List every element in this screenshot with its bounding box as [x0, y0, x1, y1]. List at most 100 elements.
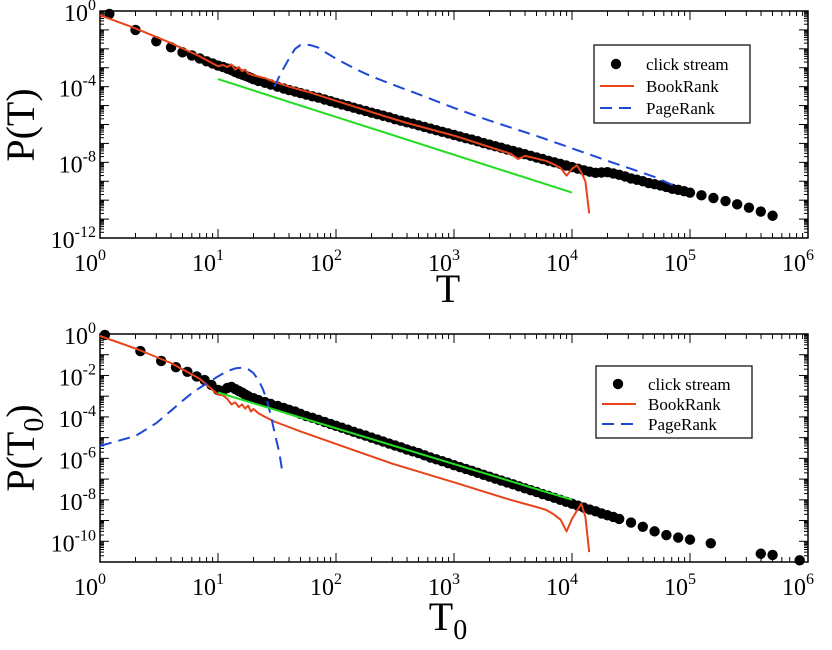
- data-point-click-stream: [625, 517, 637, 528]
- x-tick-label: 105: [664, 247, 696, 277]
- y-tick-label-exp: -12: [75, 224, 96, 241]
- data-point-click-stream: [661, 529, 672, 541]
- y-tick-label-exp: 0: [88, 0, 96, 14]
- y-axis-label: P(T0): [0, 404, 50, 491]
- y-tick-label-base: 10: [51, 531, 75, 557]
- y-tick-label-base: 10: [59, 152, 83, 178]
- legend-label: click stream: [648, 375, 731, 394]
- x-tick-label: 100: [74, 571, 106, 601]
- y-tick-label: 10-8: [59, 148, 96, 178]
- y-tick-label-exp: -8: [83, 148, 96, 165]
- data-point-click-stream: [755, 548, 766, 559]
- data-point-click-stream: [637, 521, 649, 532]
- x-tick-label-exp: 0: [98, 571, 106, 588]
- data-point-click-stream: [767, 549, 778, 561]
- y-tick-label: 10-4: [59, 73, 96, 103]
- x-tick-label-exp: 4: [570, 571, 578, 588]
- x-axis-label: T0: [429, 594, 467, 646]
- x-tick-label-exp: 6: [806, 247, 814, 264]
- data-point-click-stream: [767, 210, 778, 221]
- x-tick-label-exp: 1: [216, 571, 224, 588]
- data-point-click-stream: [794, 555, 805, 566]
- x-tick-label: 104: [546, 571, 578, 601]
- y-tick-label: 10-4: [59, 403, 96, 433]
- legend-label: PageRank: [646, 99, 715, 118]
- y-tick-label-base: 10: [59, 77, 83, 103]
- data-point-click-stream: [696, 190, 707, 201]
- x-tick-label-base: 10: [74, 575, 98, 601]
- y-tick-label: 10-6: [59, 444, 96, 474]
- x-tick-label-exp: 1: [216, 247, 224, 264]
- legend-marker: [610, 58, 622, 70]
- y-tick-label-exp: 0: [88, 320, 96, 337]
- y-tick-label: 100: [64, 320, 96, 350]
- x-tick-label-exp: 3: [452, 247, 460, 264]
- x-tick-label: 106: [782, 571, 814, 601]
- legend-label: BookRank: [646, 77, 719, 96]
- y-tick-label-exp: -4: [83, 73, 96, 90]
- x-tick-label-base: 10: [192, 251, 216, 277]
- legend-label: PageRank: [648, 415, 717, 434]
- x-tick-label-base: 10: [546, 575, 570, 601]
- x-tick-label-base: 10: [310, 575, 334, 601]
- data-point-click-stream: [705, 538, 716, 549]
- x-tick-label: 103: [428, 247, 460, 277]
- data-point-click-stream: [104, 8, 115, 20]
- series-line-bookrank: [99, 335, 591, 553]
- legend-box: [593, 44, 751, 124]
- y-tick-label-base: 10: [59, 365, 83, 391]
- y-tick-label-exp: -10: [75, 527, 96, 544]
- y-tick-label-exp: -6: [83, 444, 96, 461]
- x-tick-label: 102: [310, 571, 342, 601]
- y-tick-label-base: 10: [51, 228, 75, 254]
- data-point-click-stream: [755, 206, 766, 217]
- y-tick-label-exp: -8: [83, 486, 96, 503]
- data-point-click-stream: [743, 202, 755, 213]
- y-tick-label: 100: [64, 0, 96, 27]
- data-point-click-stream: [731, 199, 743, 210]
- x-tick-label-exp: 2: [334, 247, 342, 264]
- x-tick-label-exp: 6: [806, 571, 814, 588]
- x-tick-label-base: 10: [546, 251, 570, 277]
- series-line-bookrank: [99, 14, 591, 214]
- y-tick-label-base: 10: [59, 448, 83, 474]
- y-tick-label-base: 10: [64, 324, 88, 350]
- x-tick-label-base: 10: [664, 251, 688, 277]
- x-tick-label-exp: 4: [570, 247, 578, 264]
- x-tick-label: 102: [310, 247, 342, 277]
- y-tick-label-base: 10: [59, 407, 83, 433]
- x-tick-label: 105: [664, 571, 696, 601]
- x-tick-label-base: 10: [74, 251, 98, 277]
- x-tick-label-base: 10: [428, 251, 452, 277]
- data-point-click-stream: [720, 195, 731, 207]
- y-axis-label: P(T): [0, 88, 43, 161]
- x-axis-label: T: [436, 266, 460, 311]
- x-tick-label-base: 10: [192, 575, 216, 601]
- x-tick-label: 100: [74, 247, 106, 277]
- y-tick-label: 10-2: [59, 361, 96, 391]
- y-tick-label-base: 10: [59, 490, 83, 516]
- data-point-click-stream: [186, 50, 198, 61]
- y-tick-label: 10-8: [59, 486, 96, 516]
- x-tick-label-base: 10: [310, 251, 334, 277]
- top-panel: 100 101 102 103 104 105 10610010-410-810-12TP(…: [0, 0, 814, 311]
- bottom-panel: 100 101 102 103 104 105 10610010-210-410-610-8…: [0, 320, 814, 646]
- x-tick-label: 103: [428, 571, 460, 601]
- legend-box: [595, 365, 753, 439]
- data-point-click-stream: [673, 532, 684, 543]
- x-tick-label-exp: 5: [688, 247, 696, 264]
- x-tick-label-base: 10: [428, 575, 452, 601]
- data-point-click-stream: [649, 526, 660, 537]
- series-line-pagerank: [99, 366, 284, 471]
- series-line-reference: [217, 391, 573, 501]
- y-tick-label: 10-10: [51, 527, 96, 557]
- x-tick-label: 104: [546, 247, 578, 277]
- legend-label: BookRank: [648, 395, 721, 414]
- x-tick-label-exp: 2: [334, 571, 342, 588]
- series-line-pagerank: [273, 44, 676, 188]
- x-tick-label: 106: [782, 247, 814, 277]
- x-tick-label-base: 10: [782, 251, 806, 277]
- x-tick-label-exp: 0: [98, 247, 106, 264]
- legend-marker: [612, 378, 624, 390]
